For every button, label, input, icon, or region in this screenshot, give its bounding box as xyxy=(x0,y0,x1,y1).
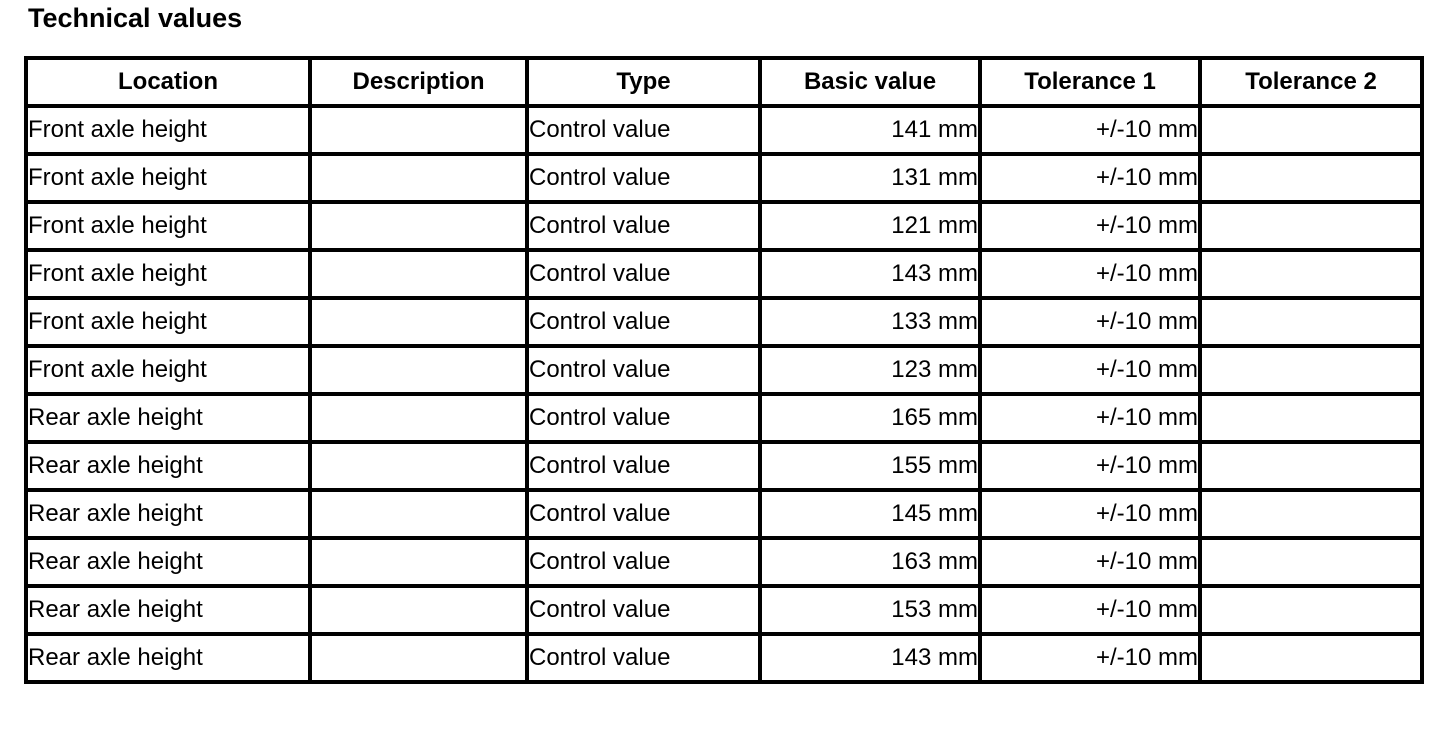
cell-location: Front axle height xyxy=(24,104,312,156)
cell-basic-value: 165 mm xyxy=(758,392,982,444)
cell-tolerance-1: +/-10 mm xyxy=(978,440,1202,492)
cell-tolerance-1: +/-10 mm xyxy=(978,392,1202,444)
cell-basic-value: 123 mm xyxy=(758,344,982,396)
cell-type: Control value xyxy=(525,488,762,540)
cell-basic-value: 153 mm xyxy=(758,584,982,636)
cell-type: Control value xyxy=(525,344,762,396)
cell-tolerance-1: +/-10 mm xyxy=(978,536,1202,588)
cell-location: Front axle height xyxy=(24,248,312,300)
cell-basic-value: 143 mm xyxy=(758,248,982,300)
cell-basic-value: 163 mm xyxy=(758,536,982,588)
technical-values-table: Location Description Type Basic value To… xyxy=(24,56,1424,684)
cell-description xyxy=(308,632,529,684)
table-row: Rear axle height Control value 143 mm +/-10… xyxy=(24,632,1424,684)
cell-tolerance-1: +/-10 mm xyxy=(978,152,1202,204)
cell-type: Control value xyxy=(525,584,762,636)
cell-type: Control value xyxy=(525,152,762,204)
cell-location: Front axle height xyxy=(24,152,312,204)
cell-description xyxy=(308,296,529,348)
cell-description xyxy=(308,392,529,444)
cell-basic-value: 121 mm xyxy=(758,200,982,252)
cell-location: Front axle height xyxy=(24,200,312,252)
column-header-tolerance-2: Tolerance 2 xyxy=(1198,56,1424,108)
cell-description xyxy=(308,104,529,156)
cell-location: Rear axle height xyxy=(24,392,312,444)
cell-tolerance-2 xyxy=(1198,104,1424,156)
cell-basic-value: 155 mm xyxy=(758,440,982,492)
table-header-row: Location Description Type Basic value To… xyxy=(24,56,1424,108)
column-header-description: Description xyxy=(308,56,529,108)
table-row: Front axle height Control value 121 mm +/-1… xyxy=(24,200,1424,252)
cell-location: Rear axle height xyxy=(24,440,312,492)
cell-type: Control value xyxy=(525,104,762,156)
cell-description xyxy=(308,584,529,636)
cell-basic-value: 141 mm xyxy=(758,104,982,156)
table-row: Front axle height Control value 141 mm +/-1… xyxy=(24,104,1424,156)
cell-type: Control value xyxy=(525,392,762,444)
cell-description xyxy=(308,440,529,492)
cell-description xyxy=(308,488,529,540)
cell-tolerance-1: +/-10 mm xyxy=(978,632,1202,684)
column-header-type: Type xyxy=(525,56,762,108)
table-row: Rear axle height Control value 163 mm +/-10… xyxy=(24,536,1424,588)
cell-location: Front axle height xyxy=(24,296,312,348)
table-row: Front axle height Control value 133 mm +/-1… xyxy=(24,296,1424,348)
cell-type: Control value xyxy=(525,536,762,588)
cell-location: Rear axle height xyxy=(24,584,312,636)
cell-tolerance-2 xyxy=(1198,632,1424,684)
table-row: Rear axle height Control value 165 mm +/-10… xyxy=(24,392,1424,444)
cell-location: Rear axle height xyxy=(24,536,312,588)
cell-tolerance-2 xyxy=(1198,344,1424,396)
cell-type: Control value xyxy=(525,632,762,684)
cell-location: Rear axle height xyxy=(24,488,312,540)
table-row: Rear axle height Control value 153 mm +/-10… xyxy=(24,584,1424,636)
cell-tolerance-2 xyxy=(1198,296,1424,348)
cell-type: Control value xyxy=(525,440,762,492)
cell-description xyxy=(308,200,529,252)
cell-tolerance-2 xyxy=(1198,200,1424,252)
cell-basic-value: 133 mm xyxy=(758,296,982,348)
table-row: Rear axle height Control value 145 mm +/-10… xyxy=(24,488,1424,540)
cell-tolerance-2 xyxy=(1198,488,1424,540)
column-header-location: Location xyxy=(24,56,312,108)
cell-tolerance-1: +/-10 mm xyxy=(978,248,1202,300)
table-row: Rear axle height Control value 155 mm +/-10… xyxy=(24,440,1424,492)
cell-tolerance-1: +/-10 mm xyxy=(978,488,1202,540)
cell-description xyxy=(308,536,529,588)
table-row: Front axle height Control value 143 mm +/-1… xyxy=(24,248,1424,300)
cell-description xyxy=(308,152,529,204)
cell-basic-value: 143 mm xyxy=(758,632,982,684)
table-body: Front axle height Control value 141 mm +/-1… xyxy=(24,104,1424,684)
cell-tolerance-2 xyxy=(1198,440,1424,492)
table-header: Location Description Type Basic value To… xyxy=(24,56,1424,108)
cell-tolerance-1: +/-10 mm xyxy=(978,296,1202,348)
cell-tolerance-2 xyxy=(1198,248,1424,300)
column-header-tolerance-1: Tolerance 1 xyxy=(978,56,1202,108)
cell-basic-value: 145 mm xyxy=(758,488,982,540)
column-header-basic-value: Basic value xyxy=(758,56,982,108)
cell-tolerance-2 xyxy=(1198,392,1424,444)
cell-type: Control value xyxy=(525,200,762,252)
cell-basic-value: 131 mm xyxy=(758,152,982,204)
cell-tolerance-1: +/-10 mm xyxy=(978,104,1202,156)
cell-location: Front axle height xyxy=(24,344,312,396)
cell-tolerance-2 xyxy=(1198,536,1424,588)
table-row: Front axle height Control value 123 mm +/-1… xyxy=(24,344,1424,396)
cell-location: Rear axle height xyxy=(24,632,312,684)
cell-tolerance-2 xyxy=(1198,152,1424,204)
cell-tolerance-1: +/-10 mm xyxy=(978,200,1202,252)
cell-type: Control value xyxy=(525,296,762,348)
cell-tolerance-2 xyxy=(1198,584,1424,636)
cell-type: Control value xyxy=(525,248,762,300)
cell-description xyxy=(308,248,529,300)
cell-tolerance-1: +/-10 mm xyxy=(978,584,1202,636)
cell-description xyxy=(308,344,529,396)
table-row: Front axle height Control value 131 mm +/-1… xyxy=(24,152,1424,204)
page-title: Technical values xyxy=(28,3,243,33)
cell-tolerance-1: +/-10 mm xyxy=(978,344,1202,396)
